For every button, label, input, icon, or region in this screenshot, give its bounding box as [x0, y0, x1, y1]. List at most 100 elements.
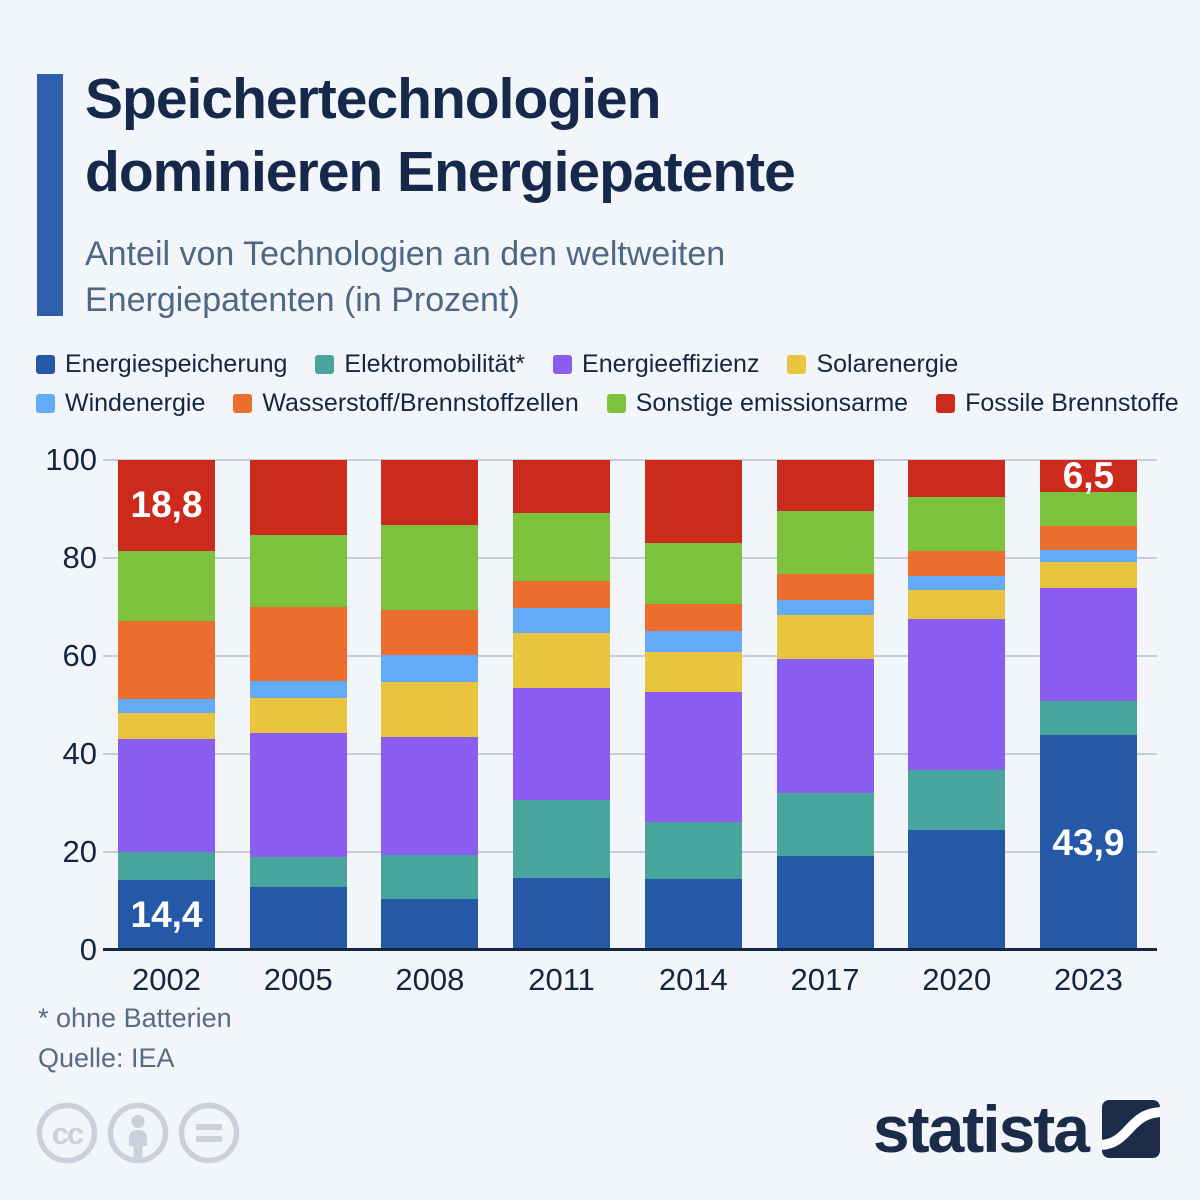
y-tick-label: 100 — [45, 442, 97, 477]
legend-label: Windenergie — [65, 389, 206, 417]
legend-label: Solarenergie — [816, 350, 959, 378]
subtitle-line-1: Anteil von Technologien an den weltweite… — [85, 235, 726, 273]
bar-segment: 43,9 — [1039, 735, 1137, 950]
x-tick-label: 2023 — [1053, 962, 1123, 997]
y-tick-label: 60 — [62, 638, 97, 673]
legend-item: Energiespeicherung — [36, 350, 287, 379]
x-tick-label: 2002 — [132, 962, 201, 997]
y-tick-label: 80 — [62, 540, 97, 575]
legend-label: Elektromobilität* — [344, 350, 526, 378]
gridline — [103, 753, 1157, 755]
bar-column-2017: 2017 — [776, 460, 874, 997]
statista-logo-icon — [1102, 1100, 1160, 1158]
legend-item: Solarenergie — [787, 350, 958, 379]
bar-segment — [776, 658, 874, 793]
legend-row-2: Windenergie Wasserstoff/Brennstoffzellen S… — [36, 389, 1179, 418]
bar-segment — [1039, 526, 1137, 551]
y-tick-label: 40 — [62, 736, 97, 771]
bar-value-label: 6,5 — [1062, 454, 1115, 496]
bar-segment: 6,5 — [1039, 455, 1137, 496]
cc-icon-glyph: cc — [52, 1116, 84, 1151]
bar-value-label: 14,4 — [130, 894, 203, 936]
legend-label: Fossile Brennstoffe — [965, 389, 1179, 417]
bar-segment — [776, 460, 874, 511]
bar-segment — [249, 460, 347, 535]
x-tick-label: 2008 — [395, 962, 465, 997]
bar-segment — [776, 792, 874, 856]
legend-swatch — [553, 355, 573, 374]
bar-segment — [513, 877, 611, 950]
bar-segment — [249, 733, 347, 857]
bar-segment — [513, 688, 611, 801]
bar-segment — [381, 655, 479, 682]
bar-segment — [381, 524, 479, 610]
bar-segment — [249, 606, 347, 682]
bar-segment — [908, 575, 1006, 590]
bar-segment — [644, 822, 742, 880]
bar-value-label: 18,8 — [130, 484, 203, 526]
bar-column-2020: 2020 — [908, 460, 1006, 997]
bar-segment — [513, 608, 611, 633]
title-line-2: dominieren Energiepatente — [85, 140, 796, 204]
bar-segment — [118, 698, 215, 713]
bar-column-2014: 2014 — [644, 460, 742, 997]
sigmoid-curve — [1102, 1107, 1160, 1150]
bar-segment — [776, 599, 874, 616]
bar-column-2023: 43,9 6,5 2023 — [1039, 455, 1137, 997]
x-tick-label: 2014 — [658, 962, 728, 997]
legend-swatch — [787, 355, 807, 374]
bar-segment — [776, 574, 874, 600]
bar-segment — [644, 631, 742, 652]
cc-license-svg: cc — [36, 1102, 240, 1164]
bar-segment — [776, 855, 874, 950]
bar-segment — [644, 879, 742, 950]
legend-swatch — [233, 394, 253, 413]
bar-segment — [776, 615, 874, 659]
x-tick-label: 2017 — [790, 962, 860, 997]
bar-segment — [908, 589, 1006, 619]
plot-bars: 14,4 18,8 2002 2005 2008 2011 2014 2017 2020 43,9… — [118, 455, 1137, 997]
bar-segment — [1039, 701, 1137, 736]
bar-segment — [381, 854, 479, 900]
bar-segment — [249, 697, 347, 734]
legend-item: Windenergie — [36, 389, 205, 418]
bar-segment — [381, 460, 479, 525]
statista-logo: statista — [873, 1096, 1160, 1162]
legend-label: Energieeffizienz — [582, 350, 760, 378]
bar-segment — [644, 542, 742, 605]
legend-item: Sonstige emissionsarme — [606, 389, 908, 418]
statista-wordmark: statista — [872, 1092, 1090, 1166]
bar-segment — [249, 887, 347, 950]
bar-segment — [908, 830, 1006, 950]
legend-item: Fossile Brennstoffe — [936, 389, 1179, 418]
bar-segment — [908, 497, 1006, 551]
bar-column-2011: 2011 — [513, 460, 611, 997]
bar-segment — [381, 681, 479, 737]
legend-swatch — [315, 355, 335, 374]
x-axis-line — [103, 948, 1157, 951]
bar-segment — [249, 856, 347, 888]
bar-segment — [118, 550, 215, 621]
plot-gridlines — [103, 459, 1157, 951]
legend-swatch — [936, 394, 956, 413]
cc-icon — [36, 1102, 98, 1164]
legend-item: Wasserstoff/Brennstoffzellen — [233, 389, 579, 418]
bar-segment — [118, 852, 215, 881]
bar-segment — [1039, 588, 1137, 702]
bar-segment — [513, 633, 611, 689]
legend-item: Elektromobilität* — [315, 350, 525, 379]
legend-row-1: Energiespeicherung Elektromobilität* Energ… — [36, 350, 1179, 379]
bar-segment — [118, 712, 215, 740]
bar-column-2008: 2008 — [381, 460, 479, 997]
bar-segment — [249, 681, 347, 698]
legend-label: Energiespeicherung — [65, 350, 288, 378]
bar-segment — [776, 511, 874, 575]
y-tick-label: 0 — [79, 932, 97, 967]
bar-segment — [513, 800, 611, 878]
license-icons: cc — [36, 1102, 248, 1169]
bar-segment — [908, 618, 1006, 771]
legend-swatch — [36, 394, 55, 413]
bar-segment — [513, 580, 611, 609]
bar-segment — [249, 534, 347, 607]
bar-segment — [1039, 550, 1137, 562]
